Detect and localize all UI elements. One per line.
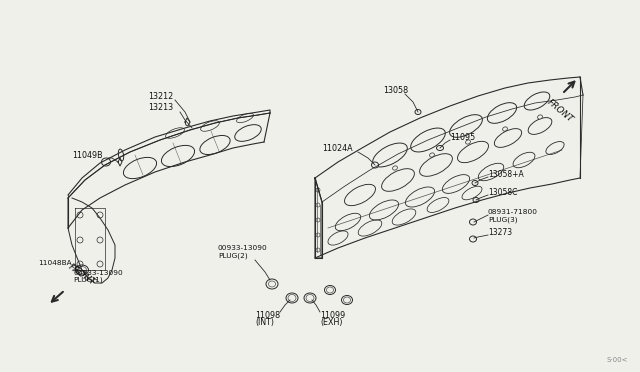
Text: FRONT: FRONT [67,262,97,287]
Ellipse shape [470,219,477,225]
Text: 11024A: 11024A [322,144,353,153]
Text: 11048BA: 11048BA [38,260,72,266]
Ellipse shape [436,145,444,151]
Text: 11049B: 11049B [72,151,102,160]
Text: 00933-13090: 00933-13090 [73,270,123,276]
Ellipse shape [466,140,470,144]
Ellipse shape [502,127,508,131]
Text: 13058C: 13058C [488,187,517,196]
Ellipse shape [429,153,435,157]
Text: 11095: 11095 [450,132,476,141]
Ellipse shape [371,162,378,168]
Text: S·00<: S·00< [607,357,628,363]
Text: 13212: 13212 [148,92,173,100]
Text: 08931-71800: 08931-71800 [488,209,538,215]
Text: 00933-13090: 00933-13090 [218,245,268,251]
Text: 13273: 13273 [488,228,512,237]
Text: (INT): (INT) [255,318,274,327]
Ellipse shape [473,198,479,202]
Ellipse shape [470,236,477,242]
Text: 11099: 11099 [320,311,345,320]
Text: 11098: 11098 [255,311,280,320]
Ellipse shape [415,109,421,115]
Ellipse shape [392,166,397,170]
Text: PLUG(3): PLUG(3) [488,217,518,223]
Text: 13213: 13213 [148,103,173,112]
Text: PLUG(1): PLUG(1) [73,277,103,283]
Text: (EXH): (EXH) [320,318,342,327]
Text: PLUG(2): PLUG(2) [218,253,248,259]
Ellipse shape [472,180,478,186]
Text: 13058+A: 13058+A [488,170,524,179]
Ellipse shape [538,115,542,119]
Text: 13058: 13058 [383,86,408,94]
Text: FRONT: FRONT [545,98,574,125]
